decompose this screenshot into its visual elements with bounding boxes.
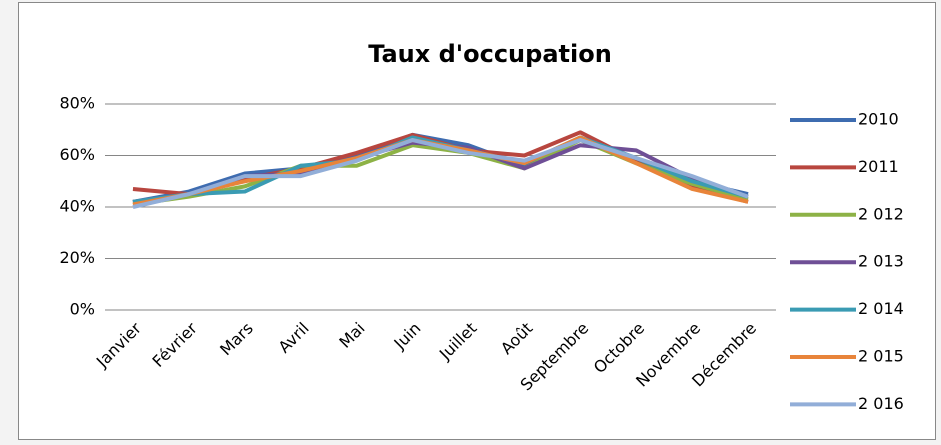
- y-tick-label: 80%: [59, 94, 95, 113]
- legend-label: 2 016: [858, 394, 904, 413]
- y-tick-label: 60%: [59, 145, 95, 164]
- legend-label: 2010: [858, 110, 899, 129]
- y-tick-label: 40%: [59, 197, 95, 216]
- legend-label: 2 012: [858, 204, 904, 223]
- y-tick-label: 20%: [59, 248, 95, 267]
- chart-frame: [18, 2, 936, 440]
- series-line: [132, 138, 749, 209]
- chart-title: Taux d'occupation: [368, 40, 612, 68]
- legend-label: 2011: [858, 157, 899, 176]
- y-tick-label: 0%: [70, 300, 95, 319]
- legend-label: 2 015: [858, 347, 904, 366]
- legend-label: 2 013: [858, 252, 904, 271]
- legend-label: 2 014: [858, 299, 904, 318]
